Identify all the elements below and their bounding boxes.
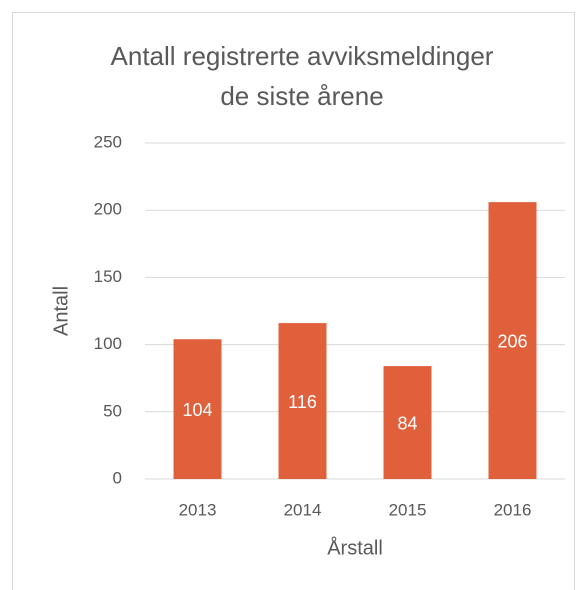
y-tick-label: 150 bbox=[94, 267, 122, 286]
y-tick-label: 50 bbox=[103, 401, 122, 420]
y-tick-label: 200 bbox=[94, 200, 122, 219]
y-tick-label: 0 bbox=[113, 468, 122, 487]
bar bbox=[173, 339, 222, 479]
data-label: 84 bbox=[397, 413, 417, 433]
data-label: 206 bbox=[497, 331, 527, 351]
bar bbox=[278, 323, 327, 479]
data-label: 116 bbox=[288, 392, 317, 412]
x-tick-label: 2016 bbox=[494, 500, 532, 519]
chart-border bbox=[12, 12, 575, 590]
data-label: 104 bbox=[182, 400, 212, 420]
y-tick-label: 100 bbox=[94, 334, 122, 353]
x-axis-title: Årstall bbox=[327, 536, 383, 559]
chart-title: Antall registrerte avviksmeldinger bbox=[111, 41, 494, 71]
chart-title: de siste årene bbox=[220, 81, 383, 111]
x-tick-label: 2015 bbox=[389, 500, 427, 519]
x-tick-label: 2013 bbox=[179, 500, 217, 519]
x-tick-label: 2014 bbox=[284, 500, 322, 519]
y-tick-label: 250 bbox=[94, 132, 122, 151]
bar bbox=[383, 366, 432, 479]
bar bbox=[488, 202, 537, 480]
y-axis-title: Antall bbox=[50, 286, 72, 336]
